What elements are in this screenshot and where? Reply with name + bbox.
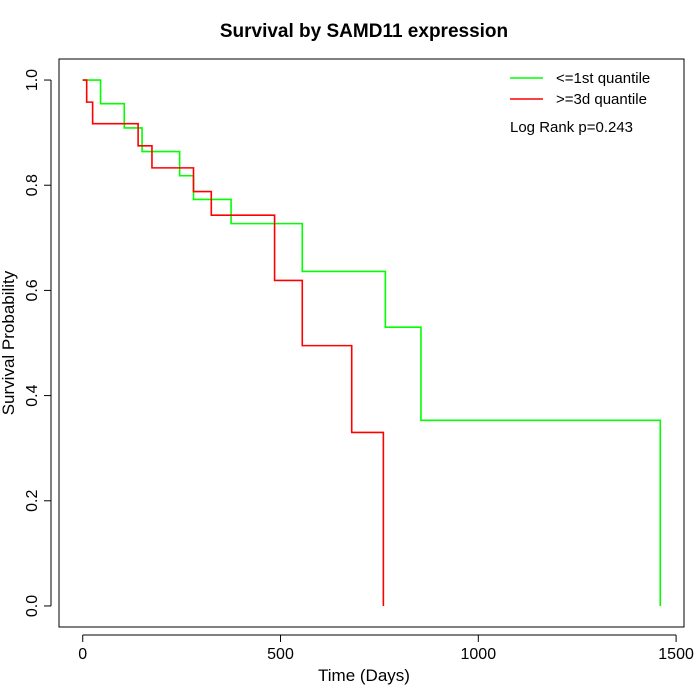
plot-frame	[58, 58, 685, 628]
x-tick-label: 1500	[658, 646, 694, 663]
survival-curves	[82, 79, 662, 606]
x-axis-label: Time (Days)	[318, 666, 410, 685]
y-tick-label: 1.0	[24, 69, 41, 91]
x-axis: 0 500 1000 1500	[78, 634, 694, 663]
chart-title: Survival by SAMD11 expression	[220, 21, 508, 42]
y-tick-label: 0.0	[24, 595, 41, 617]
y-tick-label: 0.2	[24, 490, 41, 512]
survival-curve-low	[82, 79, 662, 606]
legend: <=1st quantile >=3d quantile	[510, 70, 650, 108]
survival-curve-high	[82, 79, 385, 606]
legend-label: >=3d quantile	[556, 91, 647, 108]
x-tick-label: 1000	[461, 646, 497, 663]
log-rank-annotation: Log Rank p=0.243	[510, 119, 633, 136]
y-tick-label: 0.8	[24, 174, 41, 196]
x-tick-label: 500	[267, 646, 294, 663]
legend-label: <=1st quantile	[556, 70, 650, 87]
y-axis: 0.0 0.2 0.4 0.6 0.8 1.0	[24, 69, 52, 617]
y-tick-label: 0.4	[24, 384, 41, 406]
y-tick-label: 0.6	[24, 279, 41, 301]
x-tick-label: 0	[78, 646, 87, 663]
y-axis-label: Survival Probability	[0, 270, 18, 415]
